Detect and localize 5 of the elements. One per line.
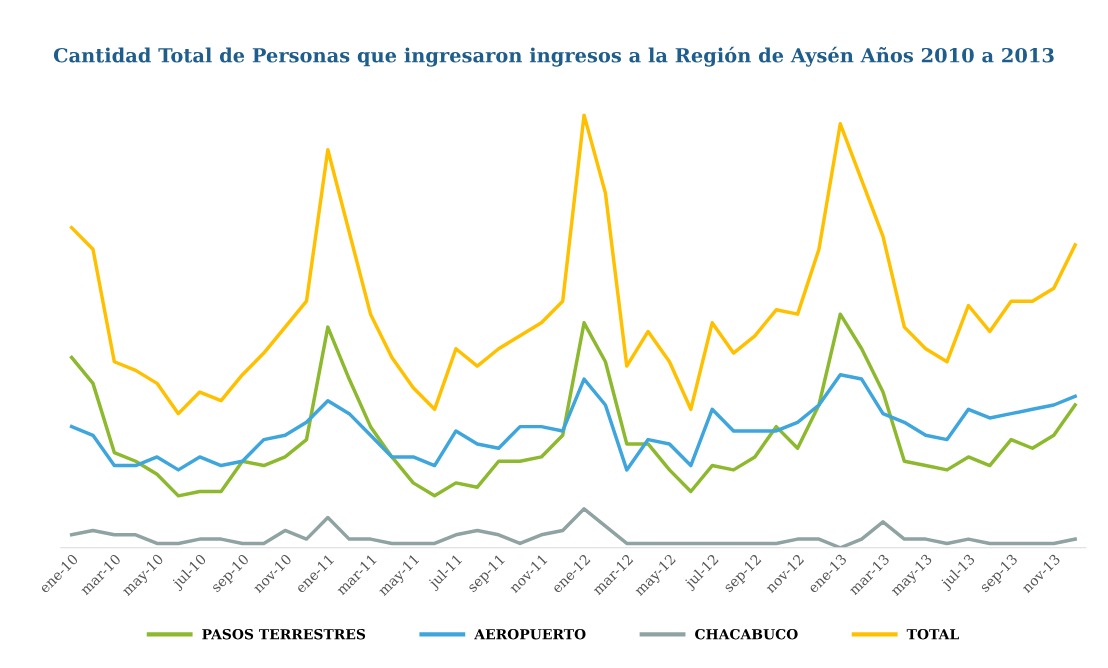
legend-label: CHACABUCO: [695, 628, 798, 640]
legend-label: AEROPUERTO: [474, 628, 586, 640]
legend-label: TOTAL: [906, 628, 959, 640]
chart-title: Cantidad Total de Personas que ingresaron ingresos a la Región de Aysén Años 2010 a 2013: [53, 46, 1054, 67]
legend-label: PASOS TERRESTRES: [202, 628, 366, 640]
